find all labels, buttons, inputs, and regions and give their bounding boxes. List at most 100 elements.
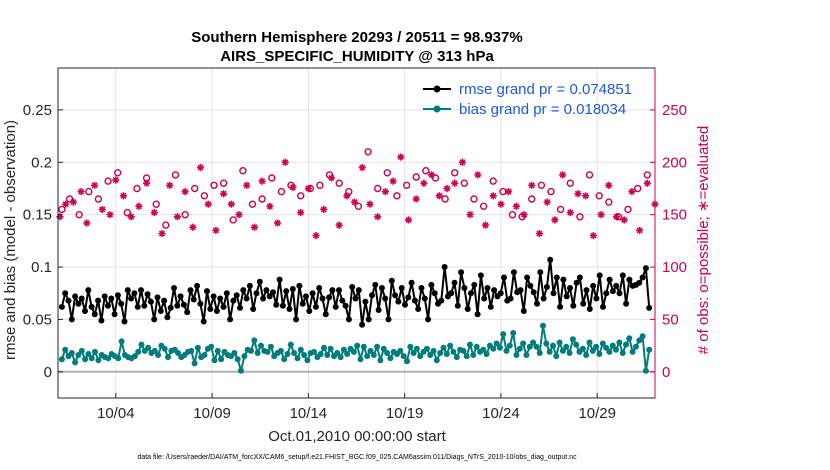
rmse-point (279, 302, 286, 309)
obs-evaluated-marker (173, 213, 181, 221)
rmse-point (131, 290, 138, 297)
bias-point (377, 357, 384, 364)
rmse-point (491, 287, 498, 294)
obs-possible-marker (605, 198, 613, 206)
obs-evaluated-marker (389, 177, 397, 185)
x-tick-label: 10/19 (386, 405, 424, 422)
bias-point (433, 357, 440, 364)
bias-point (453, 354, 460, 361)
data-file-footer: data file: /Users/raeder/DAI/ATM_forcXX/… (137, 454, 577, 461)
rmse-point (118, 300, 125, 307)
obs-possible-marker (566, 179, 574, 187)
rmse-point (230, 297, 237, 304)
legend-bias-label: bias grand pr = 0.018034 (459, 101, 626, 118)
bias-point (297, 346, 304, 353)
obs-possible-marker (190, 184, 199, 193)
obs-evaluated-marker (466, 211, 474, 219)
rmse-point (98, 317, 105, 324)
obs-evaluated-marker (505, 188, 513, 196)
bias-point (387, 355, 394, 362)
bias-point (384, 350, 391, 356)
y-left-tick-label: 0.05 (23, 311, 52, 328)
obs-evaluated-marker (106, 211, 114, 219)
rmse-point (200, 318, 207, 325)
obs-evaluated-marker (62, 200, 70, 208)
bias-point (161, 345, 168, 352)
rmse-point (345, 316, 352, 323)
y-right-tick-label: 250 (662, 102, 687, 119)
obs-possible-marker (547, 187, 555, 196)
rmse-point (273, 301, 280, 308)
rmse-point (309, 290, 316, 297)
rmse-point (484, 285, 491, 291)
rmse-point (543, 284, 550, 290)
bias-point (400, 353, 407, 360)
obs-possible-marker (383, 169, 391, 177)
rmse-point (392, 292, 399, 299)
bias-point (145, 344, 152, 351)
obs-evaluated-marker (597, 211, 605, 219)
right-axis: 0 50 100 150 200 250 (650, 68, 687, 398)
rmse-point (402, 301, 408, 308)
rmse-point (421, 295, 428, 302)
rmse-point (553, 274, 560, 281)
obs-evaluated-marker (566, 208, 574, 217)
bias-point (287, 341, 294, 348)
bias-point (413, 345, 420, 352)
rmse-point (438, 297, 445, 304)
bias-point (563, 343, 570, 350)
bias-point (583, 352, 590, 358)
rmse-point (180, 301, 187, 308)
rmse-point (534, 300, 540, 307)
obs-evaluated-marker (443, 184, 451, 193)
rmse-point (425, 316, 432, 323)
y-axis-right-label: # of obs: o=possible; ∗=evaluated (695, 126, 712, 355)
obs-possible-marker (441, 195, 449, 203)
rmse-point (501, 274, 507, 281)
rmse-point (510, 269, 517, 276)
rmse-point (349, 284, 356, 290)
rmse-point (567, 285, 573, 291)
rmse-point (207, 306, 214, 312)
bias-point (596, 351, 603, 357)
rmse-point (194, 282, 201, 289)
rmse-point (204, 288, 210, 295)
obs-possible-marker (181, 210, 189, 219)
bias-point (516, 345, 523, 352)
bias-point (559, 347, 566, 354)
rmse-point (105, 302, 111, 309)
bias-point (151, 347, 158, 354)
obs-evaluated-marker (227, 200, 235, 208)
rmse-point (326, 294, 333, 301)
bias-point (155, 352, 162, 358)
obs-possible-marker (585, 171, 594, 179)
rmse-point (253, 290, 260, 297)
rmse-point (240, 287, 247, 294)
bias-line (60, 324, 651, 372)
bias-point (556, 339, 563, 346)
obs-possible-marker (634, 184, 642, 193)
bias-point (284, 351, 291, 357)
rmse-point (405, 294, 412, 301)
bias-point (496, 344, 503, 351)
bias-point (370, 352, 377, 358)
rmse-point (319, 295, 326, 302)
bias-point (447, 342, 454, 349)
rmse-point (365, 316, 372, 323)
x-tick-label: 10/29 (578, 405, 616, 422)
bias-point (68, 350, 75, 356)
bias-point (367, 347, 374, 354)
bias-point (616, 339, 623, 346)
rmse-point (223, 290, 230, 297)
rmse-point (471, 281, 478, 288)
rmse-point (375, 307, 382, 313)
obs-evaluated-marker (243, 181, 251, 189)
obs-possible-marker (364, 148, 372, 156)
y-left-tick-label: 0.2 (31, 154, 52, 171)
bias-point (593, 343, 600, 350)
legend: rmse grand pr = 0.074851 bias grand pr =… (423, 81, 632, 118)
obs-evaluated-marker (127, 213, 135, 221)
rmse-point (233, 292, 240, 299)
rmse-point (352, 295, 359, 302)
bias-point (88, 355, 95, 362)
